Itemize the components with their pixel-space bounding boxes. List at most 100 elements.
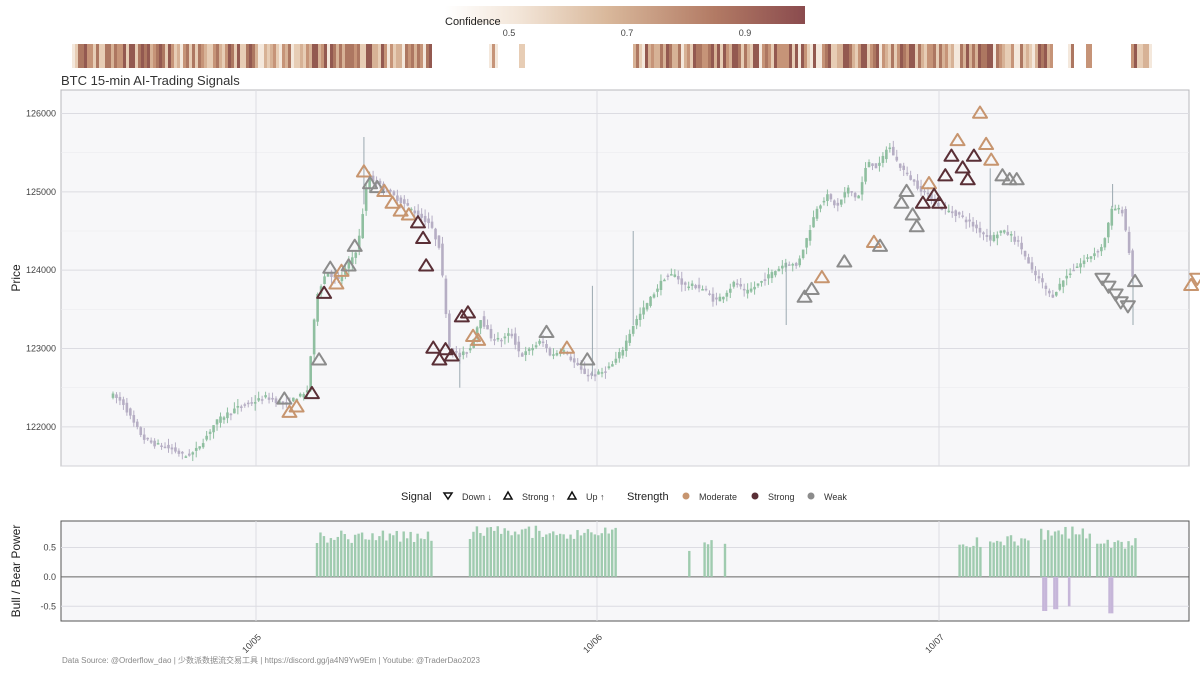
bull-bar <box>405 538 409 577</box>
confidence-cell <box>147 44 150 68</box>
confidence-cell <box>408 44 411 68</box>
confidence-cell <box>648 44 651 68</box>
confidence-cell <box>642 44 645 68</box>
bull-bar <box>343 534 346 577</box>
bull-bar <box>1088 533 1091 577</box>
candle-body <box>985 234 989 237</box>
signal-marker-31 <box>579 352 596 366</box>
signal-markers <box>276 105 1200 418</box>
candle-body <box>1030 262 1034 270</box>
confidence-cell <box>1086 44 1089 68</box>
confidence-cell <box>192 44 195 68</box>
confidence-cell <box>297 44 300 68</box>
candle-body <box>253 402 257 404</box>
candle-body <box>413 210 417 214</box>
bear-bar <box>1055 576 1059 610</box>
candle-body <box>874 163 878 169</box>
confidence-cell <box>960 44 963 68</box>
confidence-cell <box>759 44 762 68</box>
candle-body <box>378 180 382 184</box>
candle-body <box>233 408 236 414</box>
candle-body <box>753 286 756 290</box>
candle-body <box>638 313 642 320</box>
candle-body <box>552 354 555 356</box>
confidence-cell <box>744 44 747 68</box>
candle-body <box>153 440 156 447</box>
confidence-cell <box>1131 44 1134 68</box>
confidence-cell <box>741 44 744 68</box>
bull-bar <box>399 541 402 577</box>
candle-body <box>357 235 361 250</box>
bull-bar <box>510 535 513 577</box>
confidence-cell <box>807 44 810 68</box>
candle-body <box>871 163 874 166</box>
bull-bar <box>1130 545 1134 577</box>
candle-body <box>513 333 517 345</box>
confidence-cell <box>786 44 789 68</box>
confidence-cell <box>267 44 270 68</box>
bull-bar <box>378 536 381 577</box>
candle-body <box>246 402 250 405</box>
bull-bar <box>1099 543 1102 577</box>
bull-bar <box>360 532 364 577</box>
candle-body <box>323 276 326 285</box>
bull-bar <box>520 529 524 577</box>
candle-body <box>240 406 243 408</box>
candle-body <box>271 397 274 400</box>
bull-bar <box>1027 540 1030 577</box>
signal-marker-24 <box>443 348 460 362</box>
candle-body <box>1079 263 1082 268</box>
bull-bar <box>381 530 385 577</box>
confidence-cell <box>957 44 960 68</box>
confidence-cell <box>156 44 159 68</box>
y-tick-label-0: 122000 <box>26 422 56 432</box>
candle-body <box>191 452 195 455</box>
legend: Signal Down ↓ Strong ↑ Up ↑ Strength Mod… <box>393 482 852 510</box>
confidence-cell <box>657 44 660 68</box>
candle-body <box>139 427 143 435</box>
candle-body <box>767 274 770 279</box>
bull-bar <box>989 541 992 577</box>
candle-body <box>427 218 430 224</box>
confidence-cell <box>372 44 375 68</box>
candle-body <box>555 352 559 356</box>
bull-bar <box>968 547 972 577</box>
candle-body <box>867 162 871 168</box>
candle-body <box>1006 231 1010 235</box>
weak-dot-icon <box>807 492 815 500</box>
candle-body <box>912 179 916 182</box>
candle-body <box>725 292 729 297</box>
confidence-cell <box>1029 44 1032 68</box>
candle-body <box>683 282 687 285</box>
confidence-cell <box>840 44 843 68</box>
candle-body <box>656 288 659 292</box>
confidence-cell <box>78 44 81 68</box>
candle-body <box>791 264 795 266</box>
candle-body <box>673 274 677 277</box>
confidence-cell <box>225 44 228 68</box>
confidence-cell <box>150 44 153 68</box>
confidence-cell <box>858 44 861 68</box>
confidence-cell <box>1002 44 1005 68</box>
power-y-ticks: -0.5 0.0 0.5 <box>40 542 56 611</box>
signal-marker-54 <box>983 152 1000 166</box>
bull-bar <box>1103 543 1106 577</box>
confidence-cell <box>342 44 345 68</box>
y-tick-label-1: 123000 <box>26 344 56 354</box>
candle-body <box>836 202 840 206</box>
confidence-cell <box>1140 44 1143 68</box>
bull-bar <box>688 550 691 577</box>
candle-body <box>1086 257 1089 259</box>
confidence-cell <box>300 44 303 68</box>
confidence-cell <box>105 44 108 68</box>
candle-body <box>978 227 982 233</box>
confidence-cell <box>822 44 825 68</box>
signal-marker-9 <box>340 258 357 272</box>
bull-bar <box>506 530 510 577</box>
bull-bar <box>1113 542 1116 577</box>
bull-bar <box>706 544 710 577</box>
bull-bar <box>995 540 999 577</box>
candle-body <box>534 345 538 348</box>
bull-bar <box>479 533 482 577</box>
candle-body <box>864 167 867 182</box>
